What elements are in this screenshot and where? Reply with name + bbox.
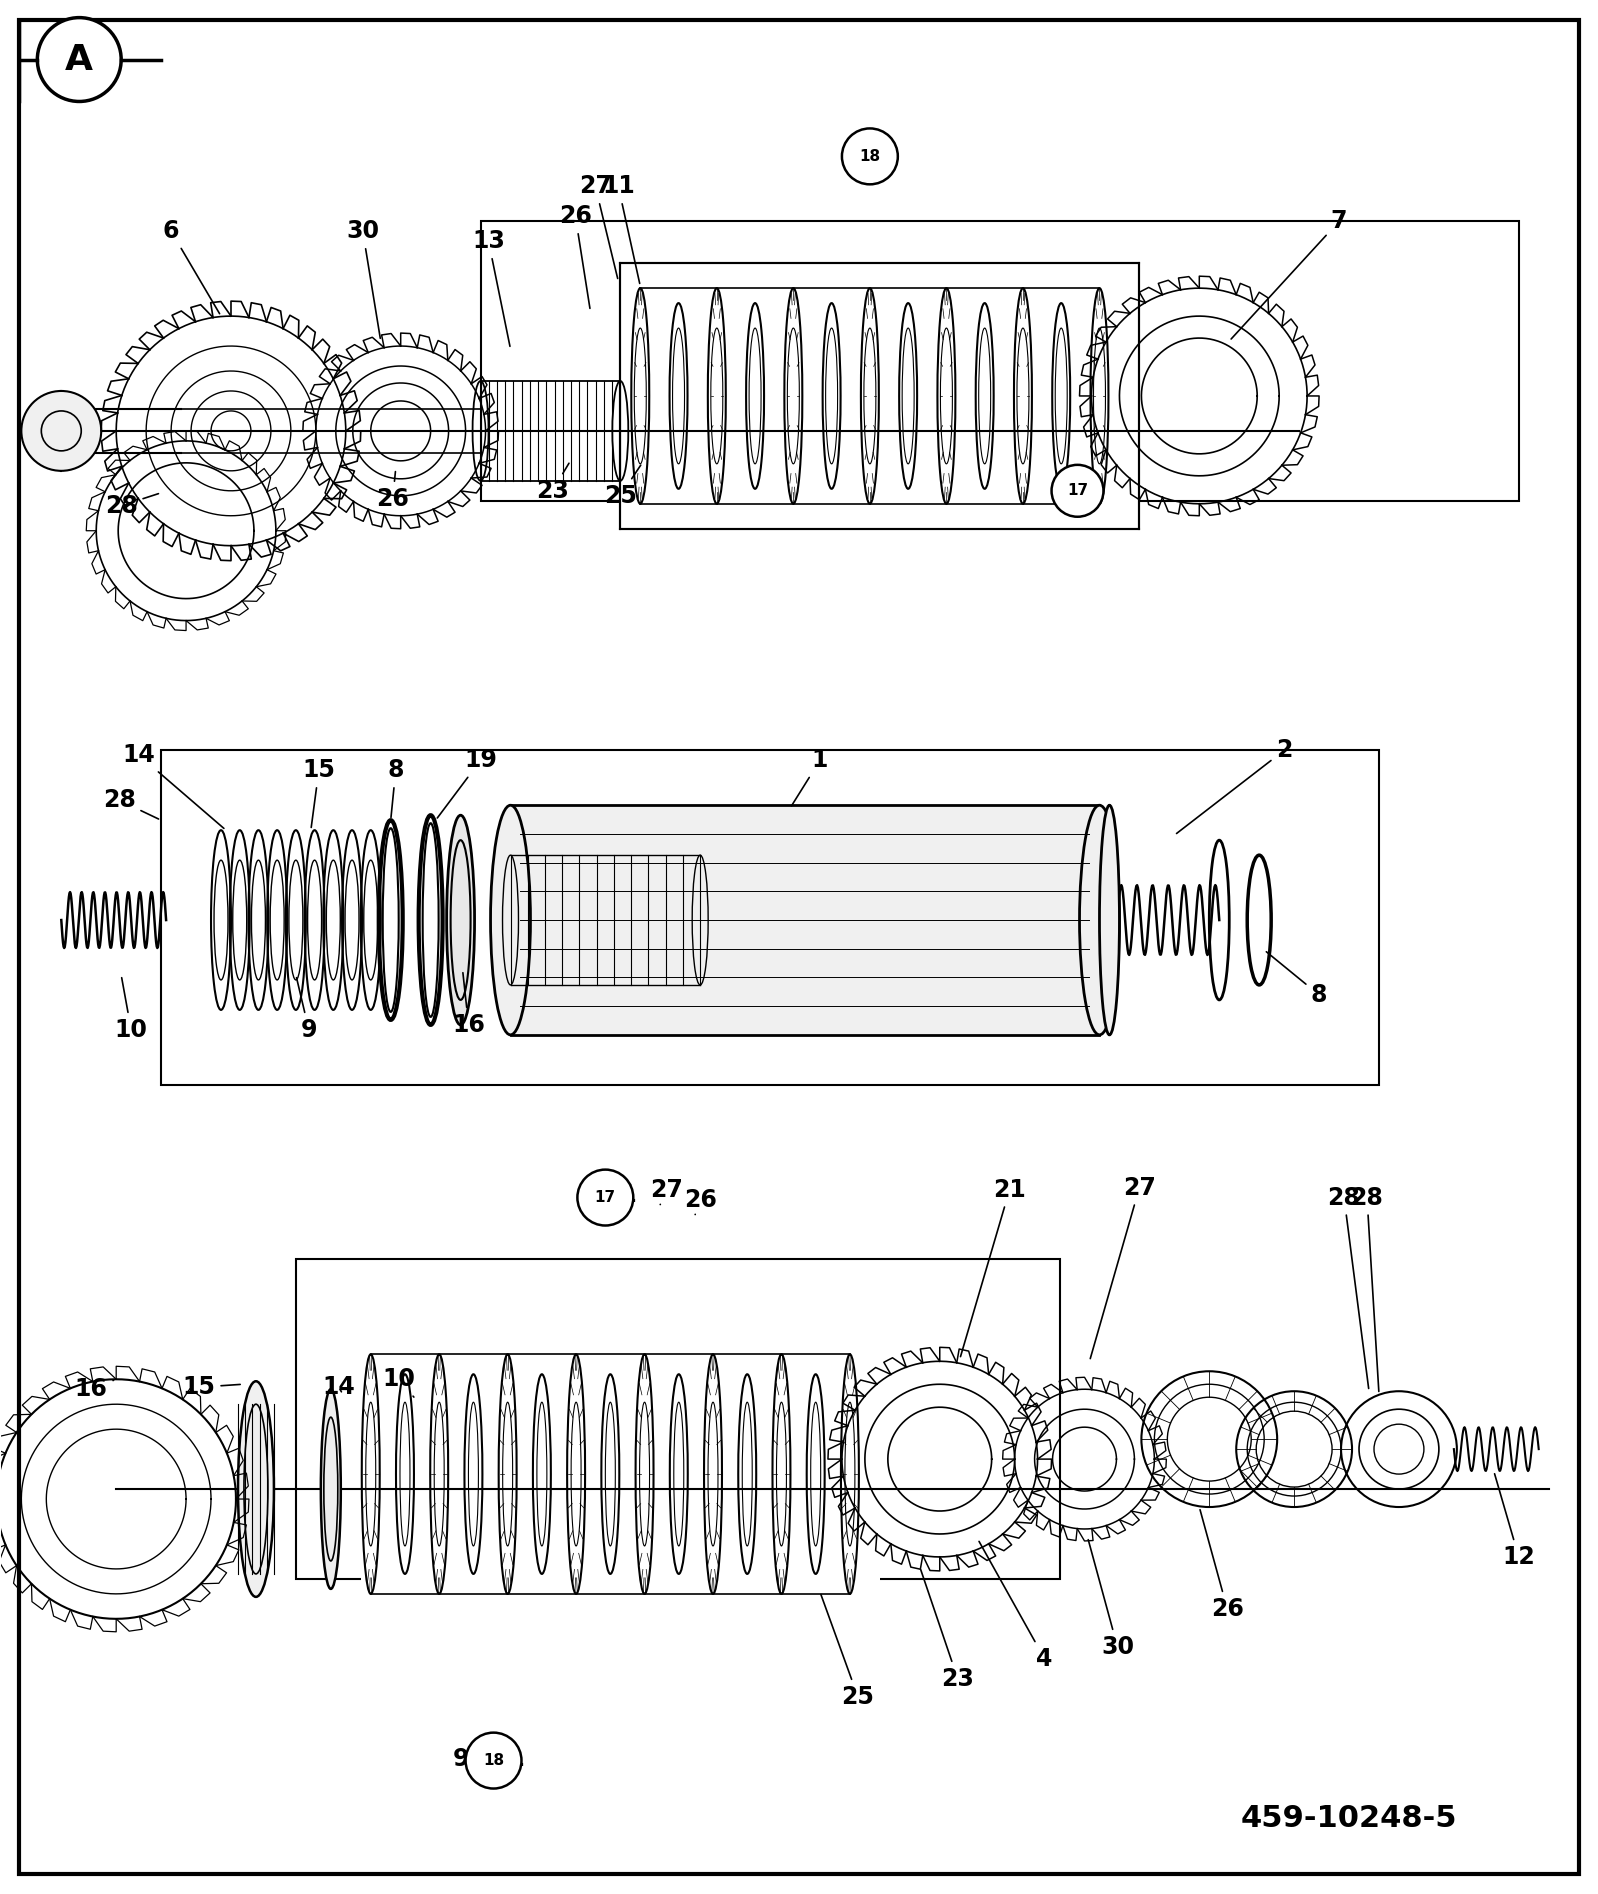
Text: 14: 14 (323, 1375, 355, 1400)
Text: 2: 2 (1176, 739, 1293, 833)
Text: 30: 30 (1088, 1540, 1135, 1659)
Text: 27: 27 (1090, 1176, 1155, 1358)
Circle shape (577, 1170, 633, 1225)
Text: 11: 11 (604, 1182, 636, 1210)
Ellipse shape (446, 814, 475, 1025)
Text: 25: 25 (604, 466, 641, 508)
Text: 26: 26 (1200, 1510, 1243, 1621)
Text: 15: 15 (182, 1375, 240, 1400)
Circle shape (842, 129, 898, 184)
Text: 459-10248-5: 459-10248-5 (1240, 1803, 1457, 1833)
Ellipse shape (1080, 805, 1120, 1034)
Text: 9: 9 (452, 1739, 489, 1771)
Circle shape (1051, 464, 1104, 517)
Text: 8: 8 (1266, 953, 1328, 1008)
Text: 26: 26 (559, 205, 591, 309)
Text: 6: 6 (163, 220, 219, 314)
Text: 17: 17 (1067, 483, 1088, 498)
Text: 11: 11 (602, 174, 639, 284)
Text: 12: 12 (1494, 1474, 1536, 1568)
Text: 16: 16 (75, 1377, 113, 1402)
Text: 28: 28 (1350, 1186, 1384, 1392)
Text: 15: 15 (302, 758, 336, 828)
Text: 26: 26 (376, 472, 409, 511)
Text: 25: 25 (821, 1595, 874, 1708)
Text: 10: 10 (115, 977, 147, 1042)
Text: 14: 14 (123, 742, 224, 828)
Ellipse shape (491, 805, 531, 1034)
Text: 26: 26 (684, 1188, 716, 1214)
Text: 21: 21 (960, 1178, 1026, 1356)
Text: 23: 23 (920, 1570, 975, 1691)
Text: 9: 9 (297, 977, 316, 1042)
Text: 19: 19 (438, 748, 497, 818)
Ellipse shape (1099, 805, 1120, 1034)
Text: 8: 8 (387, 758, 404, 818)
Text: 18: 18 (860, 150, 880, 165)
Ellipse shape (321, 1388, 340, 1589)
Text: 28: 28 (105, 494, 158, 517)
Bar (510, 805, 1099, 1034)
Bar (620, 263, 1139, 528)
Text: A: A (66, 42, 93, 76)
Text: 28: 28 (102, 788, 158, 818)
Text: 13: 13 (471, 229, 510, 347)
Text: 4: 4 (980, 1542, 1053, 1671)
Circle shape (465, 1733, 521, 1788)
Ellipse shape (238, 1381, 273, 1597)
Text: 30: 30 (347, 220, 380, 339)
Text: 16: 16 (452, 974, 486, 1036)
Text: 27: 27 (578, 174, 618, 278)
Text: 28: 28 (1328, 1186, 1368, 1388)
Text: 27: 27 (650, 1178, 682, 1205)
Text: 1: 1 (791, 748, 828, 805)
Text: 10: 10 (382, 1367, 415, 1398)
Text: 7: 7 (1230, 208, 1347, 339)
Circle shape (21, 390, 101, 472)
Text: 11: 11 (492, 1739, 524, 1771)
Text: 23: 23 (535, 464, 569, 502)
Bar (361, 1324, 880, 1623)
Text: 17: 17 (594, 1189, 615, 1205)
Text: 18: 18 (483, 1754, 503, 1769)
Circle shape (37, 17, 121, 102)
